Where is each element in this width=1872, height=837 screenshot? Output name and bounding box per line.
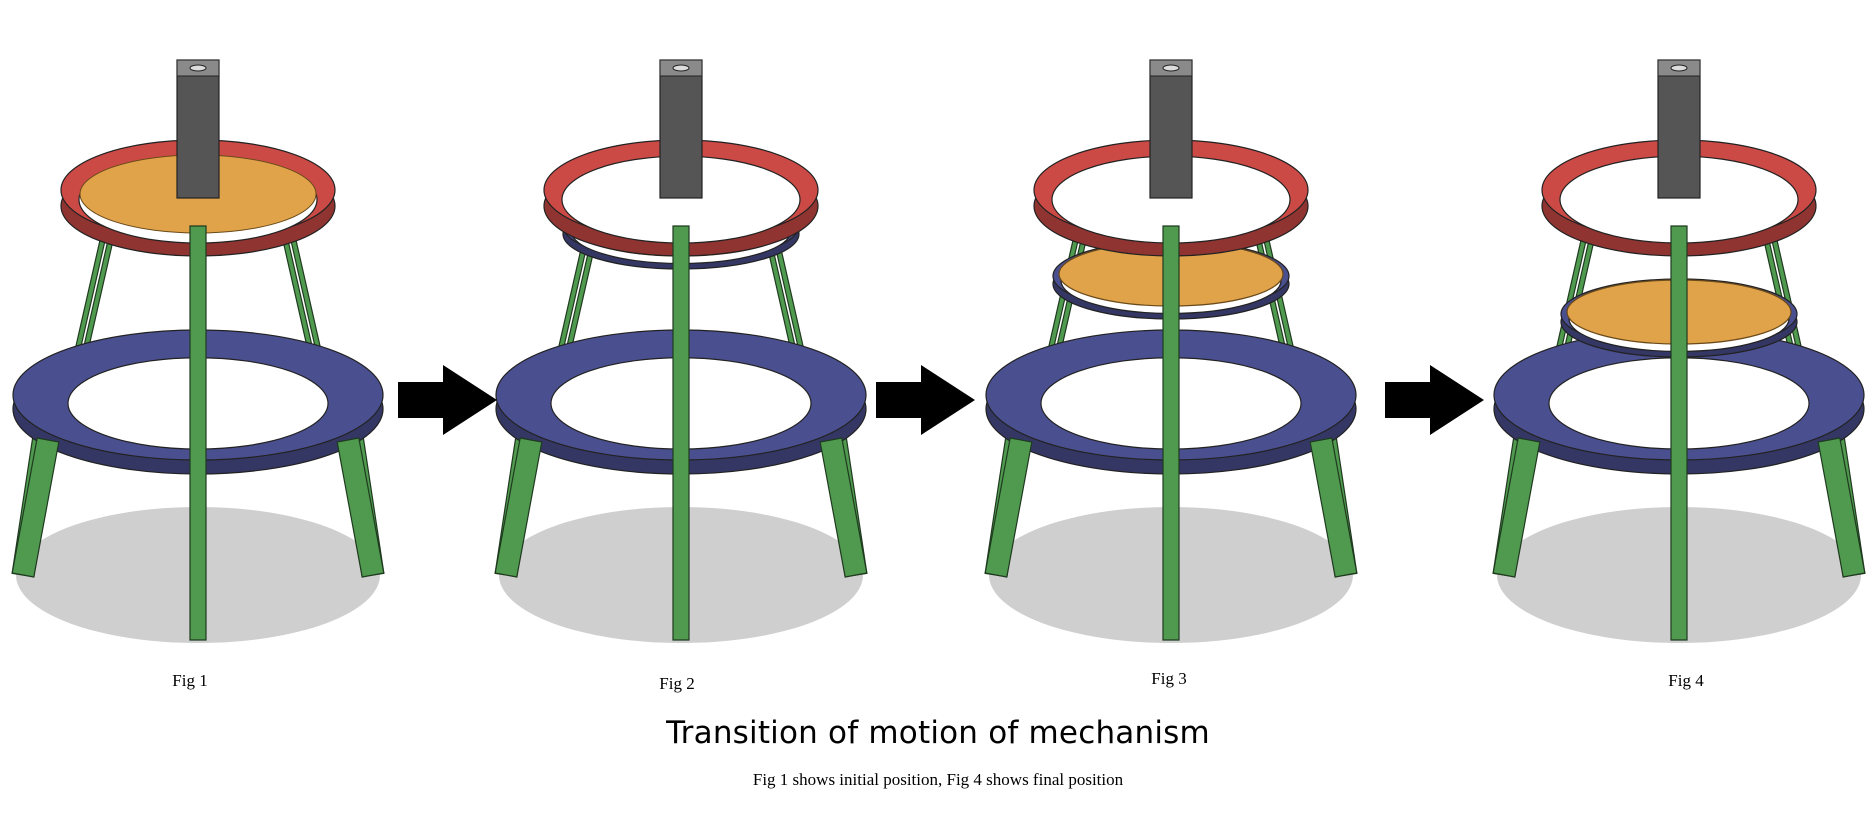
- figure-caption: Fig 2: [659, 674, 695, 693]
- column-hole: [189, 64, 207, 72]
- figure-3: [984, 59, 1358, 643]
- leg-center: [672, 225, 690, 641]
- central-column: [1657, 59, 1701, 199]
- figure-1: [11, 59, 385, 643]
- figure-2: [494, 59, 868, 643]
- figure-caption: Fig 4: [1668, 671, 1704, 690]
- leg-front-left: [1492, 437, 1541, 578]
- diagram-title: Transition of motion of mechanism: [666, 715, 1210, 751]
- leg-front-left: [494, 437, 543, 578]
- leg-front-right: [1309, 437, 1358, 578]
- central-column: [1149, 59, 1193, 199]
- leg-front-right: [1817, 437, 1866, 578]
- figure-caption: Fig 1: [172, 671, 208, 690]
- diagram-subtitle: Fig 1 shows initial position, Fig 4 show…: [752, 770, 1124, 789]
- leg-center: [1670, 225, 1688, 641]
- central-column: [176, 59, 220, 199]
- leg-front-left: [11, 437, 60, 578]
- column-hole: [1670, 64, 1688, 72]
- figure-caption: Fig 3: [1151, 669, 1187, 688]
- leg-front-right: [819, 437, 868, 578]
- leg-front-left: [984, 437, 1033, 578]
- central-column: [659, 59, 703, 199]
- figure-4: [1492, 59, 1866, 643]
- right-arrow-icon: [1385, 365, 1484, 435]
- leg-center: [189, 225, 207, 641]
- right-arrow-icon: [876, 365, 975, 435]
- leg-center: [1162, 225, 1180, 641]
- column-hole: [672, 64, 690, 72]
- right-arrow-icon: [398, 365, 497, 435]
- leg-front-right: [336, 437, 385, 578]
- top-ring: [1541, 139, 1817, 257]
- column-hole: [1162, 64, 1180, 72]
